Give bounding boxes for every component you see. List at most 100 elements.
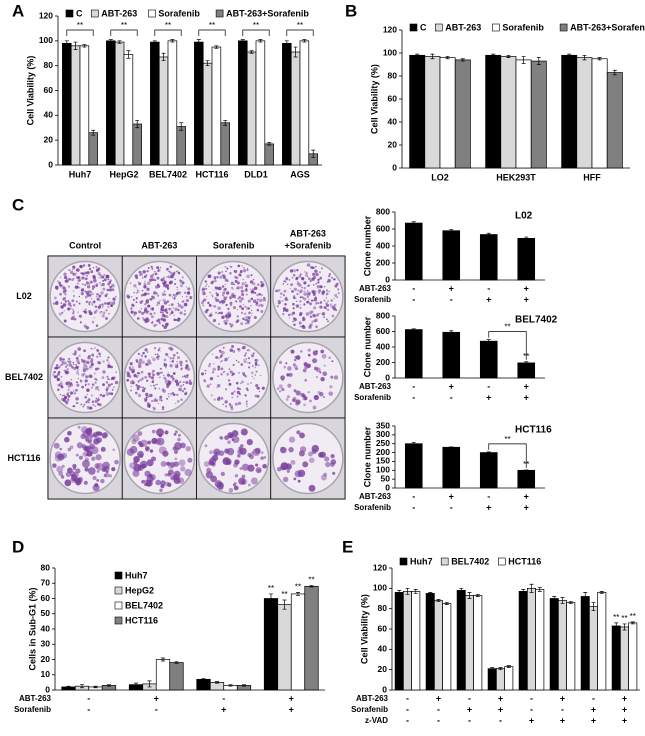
- colony: [176, 361, 178, 363]
- colony: [225, 270, 227, 273]
- colony: [158, 376, 160, 379]
- colony: [72, 311, 75, 315]
- colony: [189, 296, 193, 300]
- colony: [84, 395, 88, 399]
- colony: [282, 283, 285, 285]
- colony: [240, 382, 242, 385]
- colony: [308, 277, 311, 281]
- colony: [290, 349, 295, 354]
- colony: [145, 317, 149, 321]
- colony: [315, 272, 319, 277]
- colony: [217, 306, 221, 311]
- condition-sign: +: [524, 392, 529, 402]
- colony: [225, 315, 229, 319]
- bar: [591, 58, 608, 169]
- colony: [243, 319, 246, 321]
- colony: [110, 365, 114, 369]
- bar: [211, 46, 222, 166]
- colony: [68, 301, 71, 303]
- colony: [290, 459, 296, 465]
- colony: [260, 293, 263, 297]
- colony: [242, 279, 244, 281]
- colony: [319, 392, 324, 397]
- colony: [327, 278, 331, 283]
- colony: [94, 381, 97, 384]
- colony: [139, 378, 143, 382]
- colony: [333, 375, 339, 380]
- colony: [291, 276, 294, 279]
- colony: [152, 357, 156, 362]
- colony: [84, 308, 87, 311]
- colony: [156, 301, 161, 305]
- colony: [101, 306, 104, 309]
- colony: [299, 432, 305, 439]
- plate: [49, 341, 121, 414]
- colony: [143, 282, 147, 286]
- colony: [130, 296, 133, 298]
- colony: [233, 481, 237, 485]
- colony: [67, 388, 70, 391]
- colony: [131, 303, 135, 307]
- colony: [160, 278, 164, 282]
- colony: [181, 276, 184, 279]
- colony: [186, 286, 188, 288]
- colony: [177, 308, 180, 312]
- colony: [163, 314, 167, 318]
- bar: [566, 602, 576, 691]
- colony: [127, 372, 131, 376]
- colony: [74, 351, 77, 355]
- colony: [244, 394, 247, 397]
- colony: [222, 274, 226, 278]
- colony: [171, 392, 174, 395]
- colony: [107, 383, 111, 387]
- colony: [92, 355, 94, 357]
- colony: [226, 267, 229, 270]
- significance-label: **: [253, 21, 259, 30]
- colony: [232, 305, 237, 310]
- condition-label: Sorafenib: [354, 393, 391, 402]
- colony: [327, 320, 329, 323]
- bar: [527, 587, 536, 691]
- x-tick-label: DLD1: [244, 169, 268, 179]
- colony: [337, 291, 340, 295]
- colony: [60, 380, 62, 383]
- colony: [254, 374, 256, 376]
- colony: [292, 302, 295, 306]
- colony: [149, 297, 153, 301]
- colony: [240, 444, 244, 448]
- colony: [101, 282, 105, 287]
- colony: [107, 365, 111, 369]
- colony: [212, 305, 214, 307]
- y-tick-label: 120: [383, 24, 397, 34]
- bar: [620, 626, 629, 691]
- colony: [81, 373, 85, 377]
- colony: [251, 365, 254, 367]
- colony: [153, 399, 157, 402]
- colony: [163, 301, 168, 305]
- colony: [312, 284, 315, 286]
- colony: [287, 383, 292, 388]
- colony: [289, 287, 292, 290]
- colony: [164, 284, 169, 289]
- error-bar: [405, 587, 410, 595]
- colony: [99, 281, 101, 284]
- legend-swatch: [559, 23, 568, 32]
- colony: [213, 279, 217, 283]
- colony: [312, 273, 314, 275]
- colony: [232, 288, 234, 290]
- colony: [52, 373, 55, 377]
- error-bar: [560, 597, 565, 604]
- colony: [312, 266, 314, 268]
- colony: [72, 361, 75, 364]
- colony: [82, 372, 86, 376]
- colony: [64, 300, 68, 303]
- colony: [244, 281, 247, 284]
- colony: [174, 309, 176, 312]
- colony: [320, 376, 325, 382]
- colony: [155, 479, 161, 486]
- colony: [91, 293, 94, 296]
- colony: [209, 376, 214, 381]
- colony: [67, 357, 71, 361]
- error-bar: [147, 680, 152, 688]
- colony: [141, 289, 144, 292]
